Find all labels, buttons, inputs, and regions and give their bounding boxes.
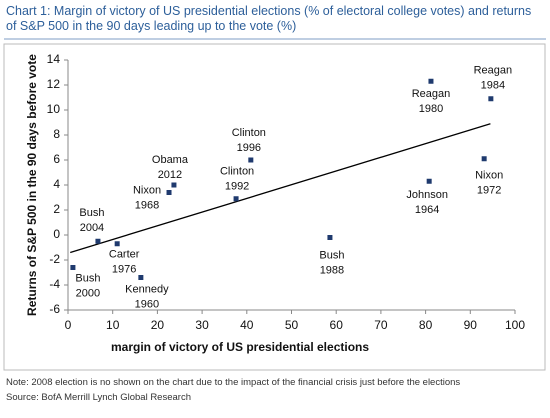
- point: [114, 241, 120, 247]
- point-year: 1964: [415, 204, 439, 216]
- y-tick-label: 6: [53, 152, 60, 166]
- trendline: [70, 123, 491, 254]
- x-tick-label: 0: [65, 318, 72, 332]
- x-tick-label: 30: [195, 318, 209, 332]
- point-year: 1988: [320, 264, 344, 276]
- point: [95, 238, 101, 244]
- x-tick-label: 50: [285, 318, 299, 332]
- point-name: Clinton: [232, 127, 266, 139]
- x-tick-label: 100: [505, 318, 525, 332]
- point-year: 1976: [112, 264, 136, 276]
- x-tick-label: 90: [464, 318, 478, 332]
- x-tick-label: 10: [106, 318, 120, 332]
- y-axis-title: Returns of S&P 500 in the 90 days before…: [25, 54, 39, 316]
- point: [171, 182, 177, 188]
- note: Note: 2008 election is no shown on the c…: [6, 377, 461, 388]
- y-tick-label: 8: [53, 127, 60, 141]
- source: Source: BofA Merrill Lynch Global Resear…: [6, 392, 191, 403]
- point-year: 1992: [225, 181, 249, 193]
- point-name: Carter: [109, 249, 140, 261]
- point-year: 1960: [135, 298, 159, 310]
- x-tick-label: 20: [151, 318, 165, 332]
- point: [248, 157, 254, 163]
- chart-title: Chart 1: Margin of victory of US preside…: [6, 4, 532, 33]
- point-name: Kennedy: [125, 283, 169, 295]
- point-name: Bush: [79, 207, 104, 219]
- point: [488, 96, 494, 102]
- y-tick-label: 12: [47, 77, 61, 91]
- y-tick-label: 4: [53, 177, 60, 191]
- point-name: Nixon: [133, 184, 161, 196]
- point: [138, 275, 144, 280]
- point-name: Nixon: [475, 170, 503, 182]
- point-name: Reagan: [412, 88, 451, 100]
- y-tick-label: 2: [53, 202, 60, 216]
- point-year: 2004: [80, 222, 104, 234]
- point-name: Reagan: [474, 65, 513, 77]
- y-tick-label: -4: [49, 277, 60, 291]
- point-year: 1980: [419, 103, 443, 115]
- point-year: 1968: [135, 199, 159, 211]
- point: [327, 235, 333, 240]
- point-name: Obama: [152, 154, 189, 166]
- point-name: Clinton: [220, 166, 254, 178]
- point-name: Bush: [319, 249, 344, 261]
- point-name: Bush: [75, 272, 100, 284]
- x-tick-label: 60: [330, 318, 344, 332]
- y-tick-label: 0: [53, 227, 60, 241]
- point: [233, 196, 239, 202]
- x-tick-label: 70: [374, 318, 388, 332]
- point-year: 2012: [158, 169, 182, 181]
- chart-frame: [3, 43, 546, 371]
- x-tick-label: 80: [419, 318, 433, 332]
- y-tick-label: 14: [47, 52, 61, 66]
- y-tick-label: -2: [49, 252, 60, 266]
- point: [70, 265, 76, 270]
- point-year: 1996: [237, 142, 261, 154]
- x-tick-label: 40: [240, 318, 254, 332]
- point: [481, 156, 487, 162]
- x-axis-title: margin of victory of US presidential ele…: [111, 340, 369, 354]
- point-year: 1984: [481, 80, 505, 92]
- point-year: 2000: [76, 287, 100, 299]
- point-name: Johnson: [406, 189, 448, 201]
- y-tick-label: 10: [47, 102, 61, 116]
- point: [428, 78, 434, 84]
- point: [426, 178, 432, 184]
- point: [166, 190, 172, 195]
- point-year: 1972: [477, 185, 501, 197]
- y-tick-label: -6: [49, 302, 60, 316]
